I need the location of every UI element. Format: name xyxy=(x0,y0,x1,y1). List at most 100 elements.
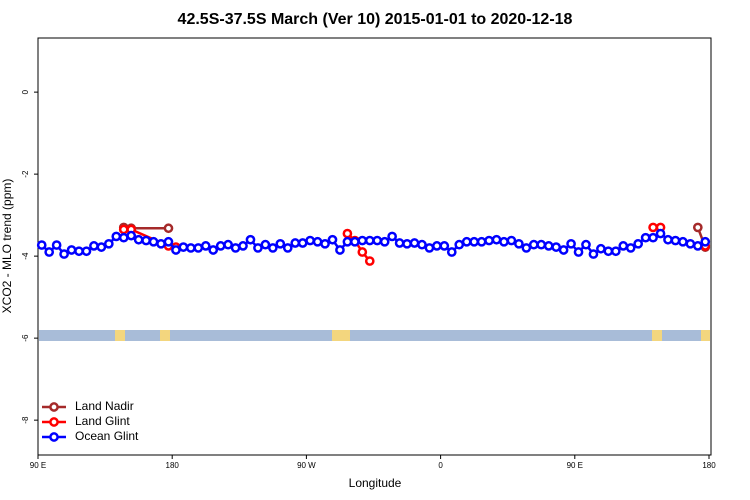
y-tick-label: 0 xyxy=(21,89,30,94)
legend-marker xyxy=(49,402,59,412)
data-point xyxy=(521,243,532,253)
data-point xyxy=(260,239,271,250)
data-point xyxy=(446,247,457,257)
data-point xyxy=(141,235,151,246)
data-point xyxy=(66,245,77,255)
x-tick-label: 180 xyxy=(702,461,716,470)
y-tick-label: -2 xyxy=(21,170,30,178)
data-point xyxy=(51,240,62,250)
data-point xyxy=(678,236,688,247)
data-point xyxy=(290,238,301,248)
data-point xyxy=(245,234,256,245)
data-point xyxy=(275,238,286,249)
data-point xyxy=(156,238,166,249)
data-point xyxy=(103,238,114,249)
data-point xyxy=(573,247,584,257)
data-point xyxy=(581,239,591,250)
data-point xyxy=(514,238,524,249)
land-patch xyxy=(701,330,710,341)
data-point xyxy=(350,236,360,247)
data-point xyxy=(588,249,599,259)
data-point xyxy=(320,238,330,249)
data-point xyxy=(506,235,517,246)
data-point xyxy=(44,247,55,257)
x-tick-label: 180 xyxy=(166,461,180,470)
data-point xyxy=(200,241,211,251)
data-point xyxy=(357,235,368,246)
data-point xyxy=(223,239,233,250)
data-point xyxy=(692,222,703,233)
data-point xyxy=(312,236,323,247)
land-patch xyxy=(652,330,662,341)
data-point xyxy=(185,243,196,253)
data-point xyxy=(268,243,278,253)
plot-frame xyxy=(37,37,712,456)
legend-label: Land Glint xyxy=(75,414,130,428)
data-point xyxy=(551,242,562,252)
legend-label: Land Nadir xyxy=(75,399,134,413)
data-point xyxy=(364,235,375,246)
data-point xyxy=(118,224,129,235)
data-point xyxy=(335,245,345,255)
chart-title: 42.5S-37.5S March (Ver 10) 2015-01-01 to… xyxy=(178,11,573,28)
data-point xyxy=(499,236,509,247)
data-point xyxy=(387,231,397,242)
x-tick-label: 90 W xyxy=(297,461,316,470)
data-point xyxy=(633,238,644,249)
data-point xyxy=(342,228,353,239)
data-point xyxy=(163,236,174,247)
data-point xyxy=(36,240,47,250)
data-point xyxy=(111,231,122,242)
data-point xyxy=(618,241,629,251)
data-point xyxy=(126,230,137,241)
data-point xyxy=(327,234,338,245)
land-patch xyxy=(115,330,125,341)
data-point xyxy=(230,243,241,253)
data-point xyxy=(625,243,636,253)
data-point xyxy=(700,236,711,247)
data-point xyxy=(417,239,427,250)
data-point xyxy=(424,243,435,253)
ocean-band xyxy=(39,330,710,341)
data-point xyxy=(208,245,219,255)
y-tick-label: -6 xyxy=(21,334,30,342)
data-point xyxy=(178,242,189,252)
data-point xyxy=(148,236,159,247)
data-point xyxy=(603,246,614,257)
data-point xyxy=(133,234,144,245)
data-point xyxy=(74,246,84,257)
data-point xyxy=(163,223,174,234)
data-point xyxy=(491,234,502,245)
data-point xyxy=(640,232,651,243)
legend-label: Ocean Glint xyxy=(75,429,139,443)
legend-marker xyxy=(49,432,59,442)
data-point xyxy=(454,239,465,250)
data-point xyxy=(469,236,479,247)
data-point xyxy=(536,239,547,250)
x-tick-label: 0 xyxy=(438,461,443,470)
data-point xyxy=(461,236,472,247)
data-point xyxy=(118,232,129,243)
data-point xyxy=(394,238,405,248)
data-point xyxy=(89,241,99,251)
data-point xyxy=(648,222,658,233)
land-patch xyxy=(160,330,170,341)
data-point xyxy=(171,245,181,255)
data-point xyxy=(402,238,412,249)
y-tick-label: -8 xyxy=(21,416,30,424)
data-point xyxy=(59,249,69,259)
data-point xyxy=(596,243,606,254)
data-point xyxy=(692,241,703,251)
surface-band xyxy=(39,330,710,341)
data-point xyxy=(357,247,368,257)
data-point xyxy=(610,246,621,257)
data-point xyxy=(528,239,539,250)
data-point xyxy=(372,235,383,246)
x-axis-label: Longitude xyxy=(349,476,402,490)
y-tick-label: -4 xyxy=(21,252,30,260)
data-point xyxy=(305,235,315,246)
data-point xyxy=(648,232,658,243)
y-axis-label: XCO2 - MLO trend (ppm) xyxy=(0,179,14,314)
data-point xyxy=(215,241,226,251)
